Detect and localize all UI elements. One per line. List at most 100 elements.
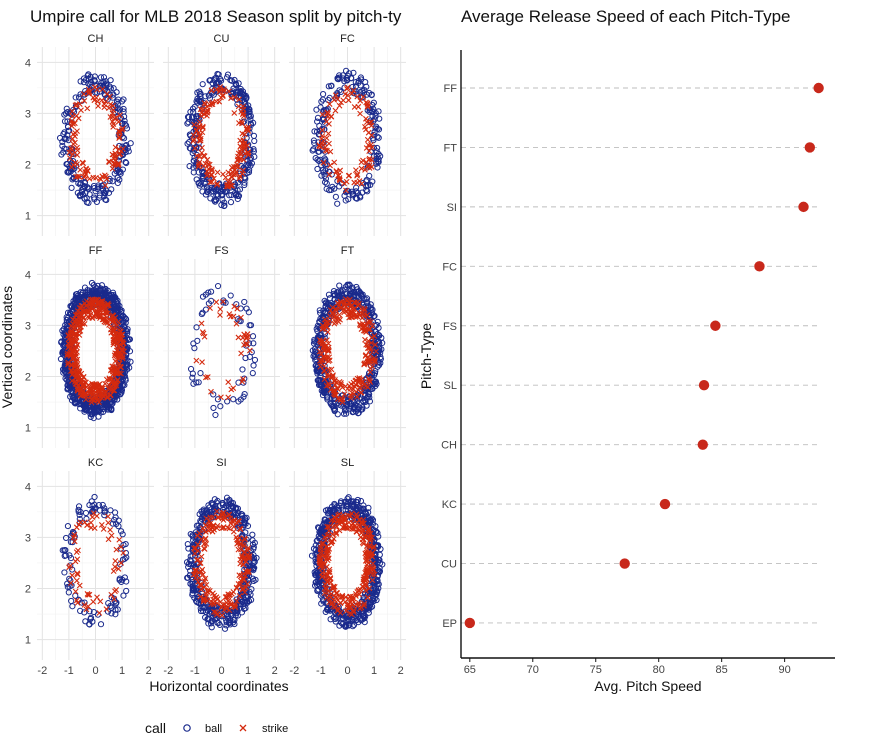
ball-point [92,188,99,195]
strike-point [354,93,361,100]
strike-point [208,87,215,94]
ball-point [103,80,110,87]
strike-point [333,168,340,175]
strike-point [358,165,365,172]
ball-point [249,333,257,340]
strike-point [244,142,251,149]
ball-point [110,302,117,309]
ball-point [199,168,206,175]
ball-point [246,106,253,113]
ball-point [328,82,335,89]
strike-point [95,103,102,109]
strike-point [99,86,106,92]
facet-label-fc: FC [340,33,355,45]
ball-point [124,326,131,333]
ball-point [64,382,71,389]
facet-panel-fc: FC [289,33,406,236]
ball-point [227,292,234,299]
ball-point [319,90,327,98]
ball-point [309,147,316,154]
ball-point [113,89,120,96]
strike-point [116,130,123,136]
ball-point [314,156,321,163]
ball-point [361,86,368,94]
strike-point [213,86,220,93]
y-tick-label: 1 [25,211,31,223]
ball-point [90,194,98,201]
strike-point [80,91,87,97]
strike-point [214,169,221,176]
strike-point [365,142,372,148]
ball-point [100,189,107,197]
ball-point [353,184,360,191]
strike-point [106,158,112,165]
ball-point [203,183,210,190]
ball-point [239,366,246,373]
y-tick-label: 2 [25,159,31,171]
ball-point [314,165,321,173]
strike-point [69,572,76,579]
ball-point [345,196,352,203]
ball-point [350,87,357,94]
ball-point [215,79,223,86]
strike-point [237,137,244,144]
strike-point [195,163,202,170]
strike-point [221,86,227,93]
x-tick-label: -2 [37,665,47,677]
strike-point [360,94,367,100]
ball-point [249,531,256,538]
ball-point [224,398,231,405]
strike-point [107,527,114,533]
strike-point [224,181,231,188]
ball-point [64,108,71,116]
strike-point [238,108,245,115]
strike-point [366,119,373,126]
ball-point [126,364,133,371]
y-tick-label: 1 [25,635,31,647]
ball-point [85,199,92,207]
strike-point [319,127,326,134]
ball-point [218,191,225,198]
ball-point [318,162,325,169]
strike-point [209,166,215,173]
strike-point [324,109,331,116]
ball-point [113,168,120,175]
y-tick-label: 2 [25,371,31,383]
strike-point [238,118,245,125]
strike-point [112,144,119,151]
ball-point [224,74,231,81]
strike-point [353,167,359,174]
x-tick-label: -2 [163,665,173,677]
speed-chart-title: Average Release Speed of each Pitch-Type [461,7,791,26]
strike-point [73,173,79,180]
ball-point [69,176,76,183]
strike-point [325,130,332,137]
ball-point [82,509,90,517]
strike-point [362,166,368,173]
strike-point [344,84,351,91]
ball-point [63,319,70,326]
ball-point [84,291,92,299]
strike-point [240,156,247,163]
ball-point [374,144,381,152]
ball-point [244,169,251,176]
strike-point [96,610,103,616]
strike-point [336,311,343,318]
x-tick-label: -1 [190,665,200,677]
strike-point [78,107,84,114]
strike-point [68,145,74,152]
strike-point [84,168,91,175]
ball-point [97,288,104,295]
ball-point [65,169,72,176]
ball-point [81,284,89,291]
strike-point [116,151,123,158]
strike-point [358,159,365,165]
ball-point [199,174,206,182]
ball-point [186,163,193,170]
facet-panel-ft: FT [289,245,406,448]
ball-point [364,188,371,195]
ball-point [370,99,377,106]
strike-point [363,99,370,106]
strike-point [84,105,91,112]
strike-point [235,103,242,110]
